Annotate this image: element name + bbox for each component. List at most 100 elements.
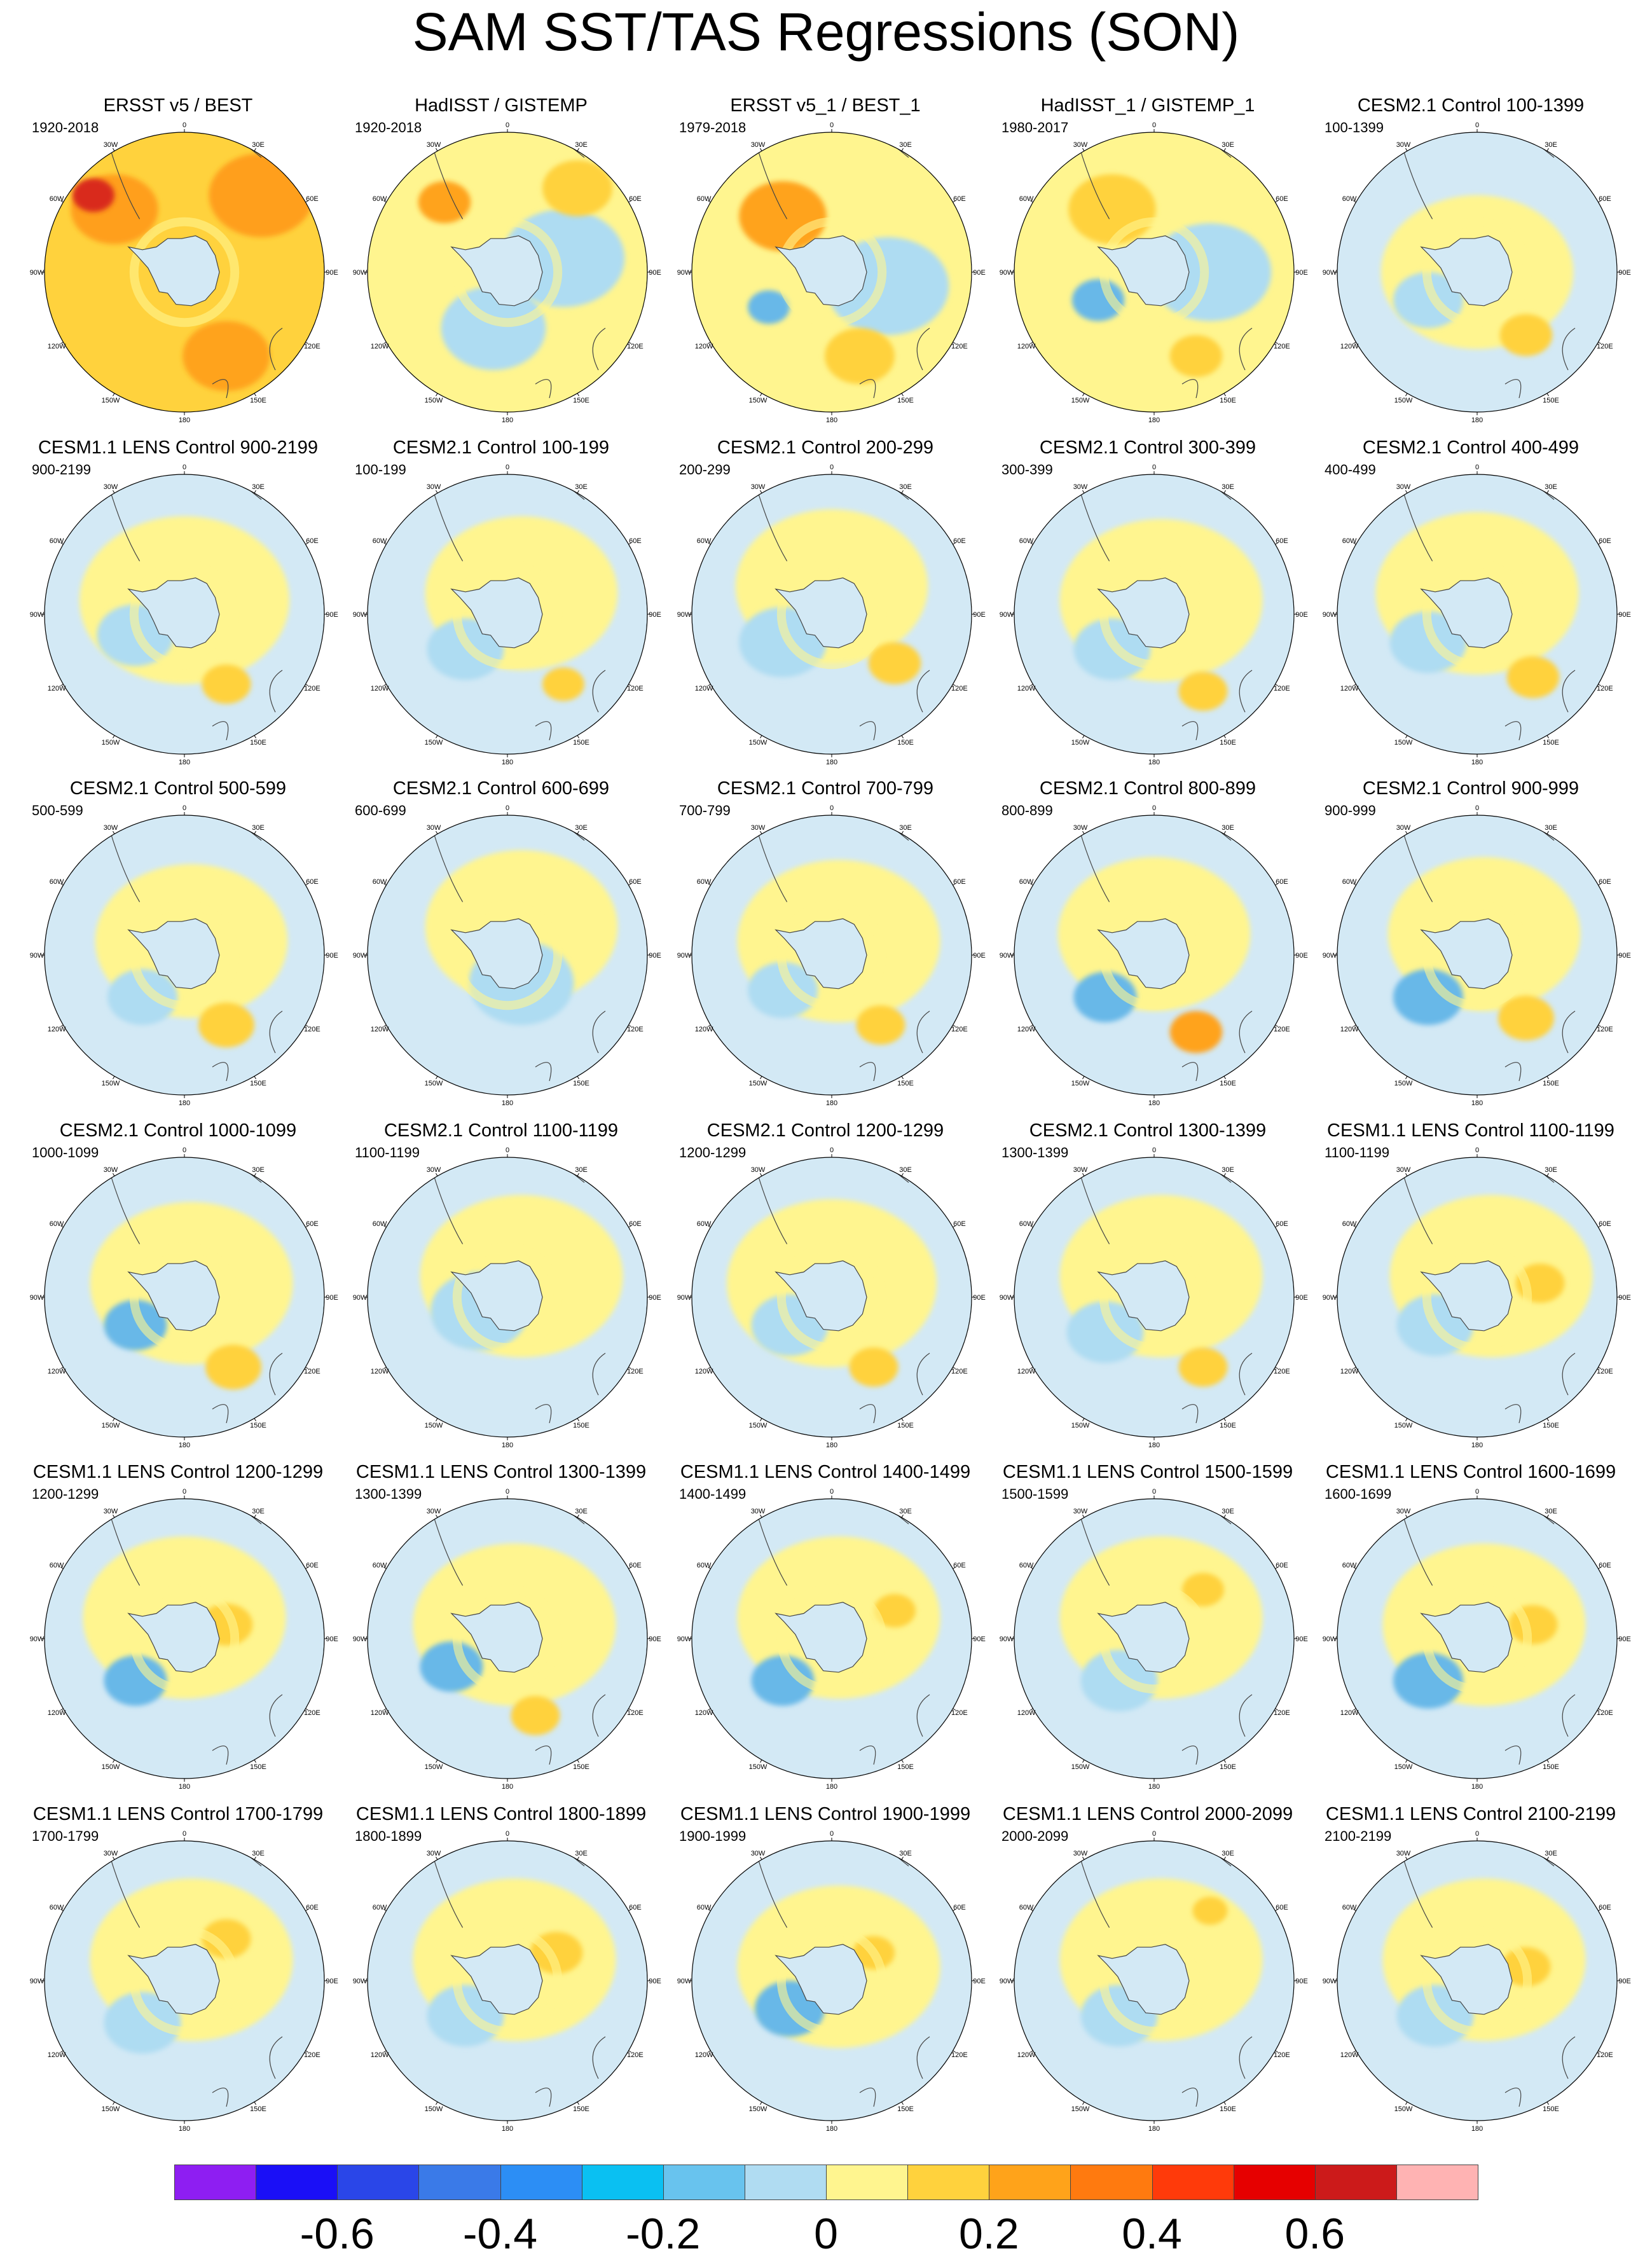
lon-tick [901,2102,904,2105]
antarctica-landmass [450,918,543,989]
coastline [1181,2088,1199,2107]
lon-tick [60,1367,64,1369]
antarctica-landmass [774,1602,867,1673]
lon-tick [1598,1567,1602,1569]
colorbar [174,2165,1478,2201]
coastline [1239,327,1253,371]
lon-tick [1223,393,1226,397]
lon-label: 90W [1323,952,1337,960]
map-panel: CESM2.1 Control 700-799 700-799 0 30E 60E 90E… [673,777,986,1114]
lon-label: 150E [250,397,266,404]
anomaly-region [825,328,895,384]
coastline [916,2036,930,2079]
lon-label: 30W [104,483,118,491]
lon-label: 90W [1000,269,1014,277]
map-panel: CESM1.1 LENS Control 2000-2099 2000-2099 0… [995,1803,1308,2140]
lon-label: 60E [629,1220,642,1228]
lon-label: 60E [306,195,319,203]
lon-label: 60E [629,878,642,886]
lon-tick [254,1514,256,1518]
lon-tick [383,1567,387,1569]
lon-label: 150W [425,1763,443,1771]
lon-label: 120W [695,685,713,692]
lon-label: 120W [1017,2051,1036,2059]
colorbar-swatch [663,2165,745,2200]
lon-tick [1275,542,1279,545]
lon-label: 30E [899,1850,912,1857]
lon-label: 60W [50,1562,64,1569]
polar-map: 0 30E 60E 90E 120E 150E 180 150W 120W 90W 60W 30W [677,121,986,424]
lon-tick [628,883,632,886]
lon-label: 150E [573,397,589,404]
panel-period: 1980-2017 [1002,120,1069,135]
antarctica-landmass [450,1260,543,1332]
panel-period: 500-599 [32,802,83,818]
lon-label: 60W [1019,537,1034,545]
lon-label: 120E [1274,343,1290,350]
lon-tick [1029,883,1033,886]
ocean-ring [1099,559,1209,670]
anomaly-region [1192,1897,1228,1925]
lon-tick [436,393,438,397]
lon-label: 90W [677,611,692,619]
lon-tick [60,2050,64,2053]
panel-title: CESM2.1 Control 1100-1199 [383,1120,619,1141]
lon-label: 120W [1340,1709,1359,1717]
panel-period: 1000-1099 [32,1145,99,1160]
lon-label: 150W [425,1422,443,1429]
lon-label: 150E [1220,397,1236,404]
ocean-ring [776,559,887,670]
lon-label: 60E [1599,537,1611,545]
lon-label: 180 [502,1099,513,1107]
lon-label: 180 [826,759,837,766]
polar-map: 0 30E 60E 90E 120E 150E 180 150W 120W 90W 60W 30W [1323,1146,1631,1449]
coastline [592,1010,606,1054]
lon-tick [953,200,956,203]
panel-grid: ERSST v5 / BEST 1920-2018 0 30E 60E 90E 120E 15… [30,95,1631,2140]
lon-label: 60E [1599,878,1611,886]
panel-period: 1600-1699 [1325,1486,1392,1502]
lon-label: 0 [182,1488,186,1496]
lon-tick [577,490,579,493]
anomaly-region [856,1005,905,1045]
lon-tick [628,200,632,203]
lon-label: 150W [102,1422,120,1429]
coastline [212,721,229,741]
lon-tick [1405,1418,1408,1422]
lon-tick [1353,1708,1356,1711]
lon-tick [953,2050,956,2053]
lon-tick [760,1856,762,1860]
coastline [592,1353,606,1396]
lon-label: 180 [179,416,190,424]
polar-map: 0 30E 60E 90E 120E 150E 180 150W 120W 90W 60W 30W [353,1488,661,1791]
anomaly-region [107,969,177,1025]
antarctica-landmass [774,1260,867,1332]
panel-title: ERSST v5_1 / BEST_1 [730,95,921,116]
lon-tick [1598,200,1602,203]
lon-label: 120E [627,685,644,692]
lon-tick [760,393,762,397]
lon-label: 60W [697,537,712,545]
panel-period: 300-399 [1002,462,1053,478]
coastline [916,670,930,713]
lon-label: 30E [252,824,265,832]
ocean-ring [776,217,887,327]
lon-label: 120E [1597,2051,1613,2059]
lon-tick [383,1225,387,1228]
lon-label: 150E [250,1422,266,1429]
lon-tick [60,1225,64,1228]
panel-title: CESM1.1 LENS Control 900-2199 [38,437,319,458]
panel-title: ERSST v5 / BEST [103,95,253,116]
lon-label: 90W [353,952,368,960]
lon-label: 120W [1340,1026,1359,1033]
lon-label: 90E [326,952,338,960]
map-panel: CESM1.1 LENS Control 1400-1499 1400-1499 0… [673,1461,986,1798]
antarctica-landmass [1097,577,1190,649]
lon-tick [383,1024,387,1027]
antarctica-landmass [127,1260,220,1332]
lon-tick [60,1567,64,1569]
lon-label: 30E [1222,824,1234,832]
lon-tick [707,883,711,886]
panel-period: 1200-1299 [32,1486,99,1502]
map-panel: CESM1.1 LENS Control 1100-1199 1100-1199 0… [1318,1119,1631,1456]
